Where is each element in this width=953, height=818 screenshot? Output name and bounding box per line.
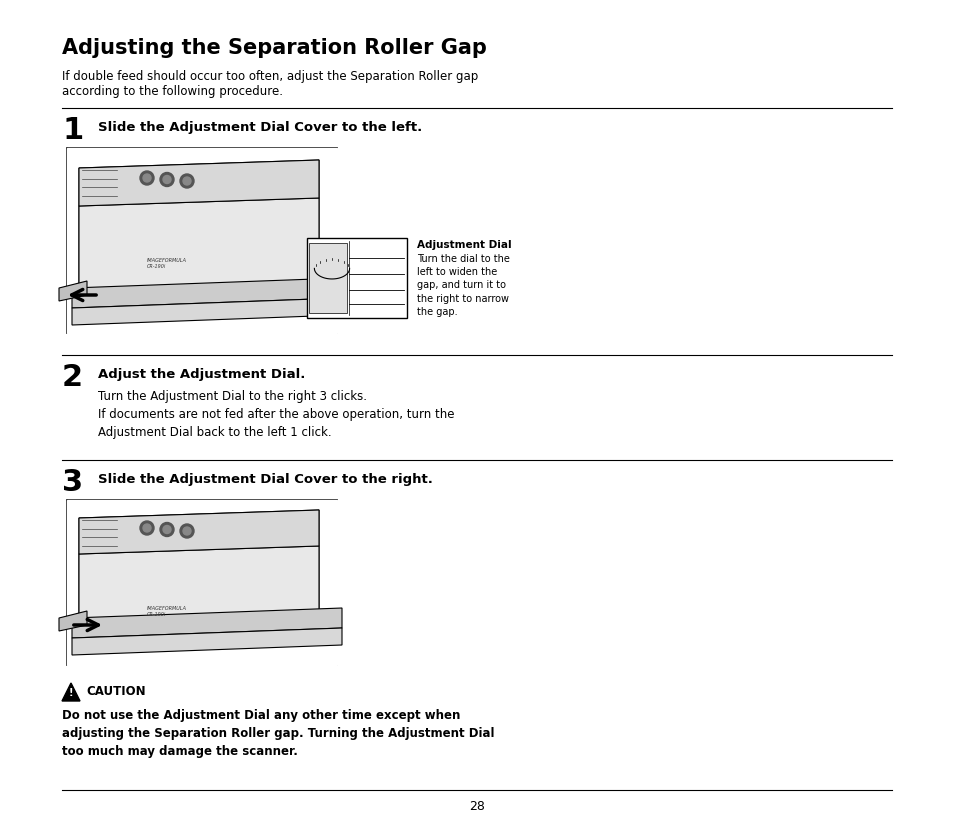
Circle shape [183,177,191,185]
Circle shape [183,527,191,535]
Circle shape [160,523,173,537]
Circle shape [143,174,151,182]
Polygon shape [62,683,80,701]
Text: Turn the dial to the
left to widen the
gap, and turn it to
the right to narrow
t: Turn the dial to the left to widen the g… [416,254,509,317]
Circle shape [180,524,193,538]
Text: 2: 2 [62,363,83,392]
Polygon shape [71,278,341,308]
Polygon shape [71,608,341,638]
Text: Slide the Adjustment Dial Cover to the right.: Slide the Adjustment Dial Cover to the r… [98,473,433,486]
Text: 28: 28 [469,800,484,813]
Text: CAUTION: CAUTION [86,685,146,698]
Polygon shape [79,546,318,641]
Polygon shape [59,281,87,301]
Polygon shape [59,611,87,631]
Circle shape [140,521,153,535]
Circle shape [163,525,171,533]
Text: Adjustment Dial: Adjustment Dial [416,240,511,250]
Text: Adjusting the Separation Roller Gap: Adjusting the Separation Roller Gap [62,38,486,58]
Text: Turn the Adjustment Dial to the right 3 clicks.
If documents are not fed after t: Turn the Adjustment Dial to the right 3 … [98,390,454,439]
Text: Do not use the Adjustment Dial any other time except when
adjusting the Separati: Do not use the Adjustment Dial any other… [62,709,494,758]
Text: 1: 1 [62,116,83,145]
Bar [309,243,347,313]
Bar [67,148,336,333]
Bar [307,238,407,318]
Text: If double feed should occur too often, adjust the Separation Roller gap
accordin: If double feed should occur too often, a… [62,70,477,98]
Polygon shape [67,148,336,333]
Circle shape [143,524,151,532]
Text: Adjust the Adjustment Dial.: Adjust the Adjustment Dial. [98,368,305,381]
Circle shape [180,174,193,188]
Circle shape [160,173,173,187]
Text: !: ! [69,688,73,698]
Text: IMAGEFORMULA
CR-190i: IMAGEFORMULA CR-190i [147,606,187,617]
Polygon shape [79,510,318,554]
Text: 3: 3 [62,468,83,497]
Circle shape [140,171,153,185]
Polygon shape [67,500,336,665]
Text: Slide the Adjustment Dial Cover to the left.: Slide the Adjustment Dial Cover to the l… [98,121,422,134]
Polygon shape [79,510,318,641]
Polygon shape [79,160,318,206]
Bar [67,500,336,665]
Text: IMAGEFORMULA
CR-190i: IMAGEFORMULA CR-190i [147,258,187,269]
Polygon shape [79,198,318,311]
Polygon shape [71,298,341,325]
Polygon shape [71,628,341,655]
Circle shape [163,176,171,183]
Polygon shape [79,160,318,311]
